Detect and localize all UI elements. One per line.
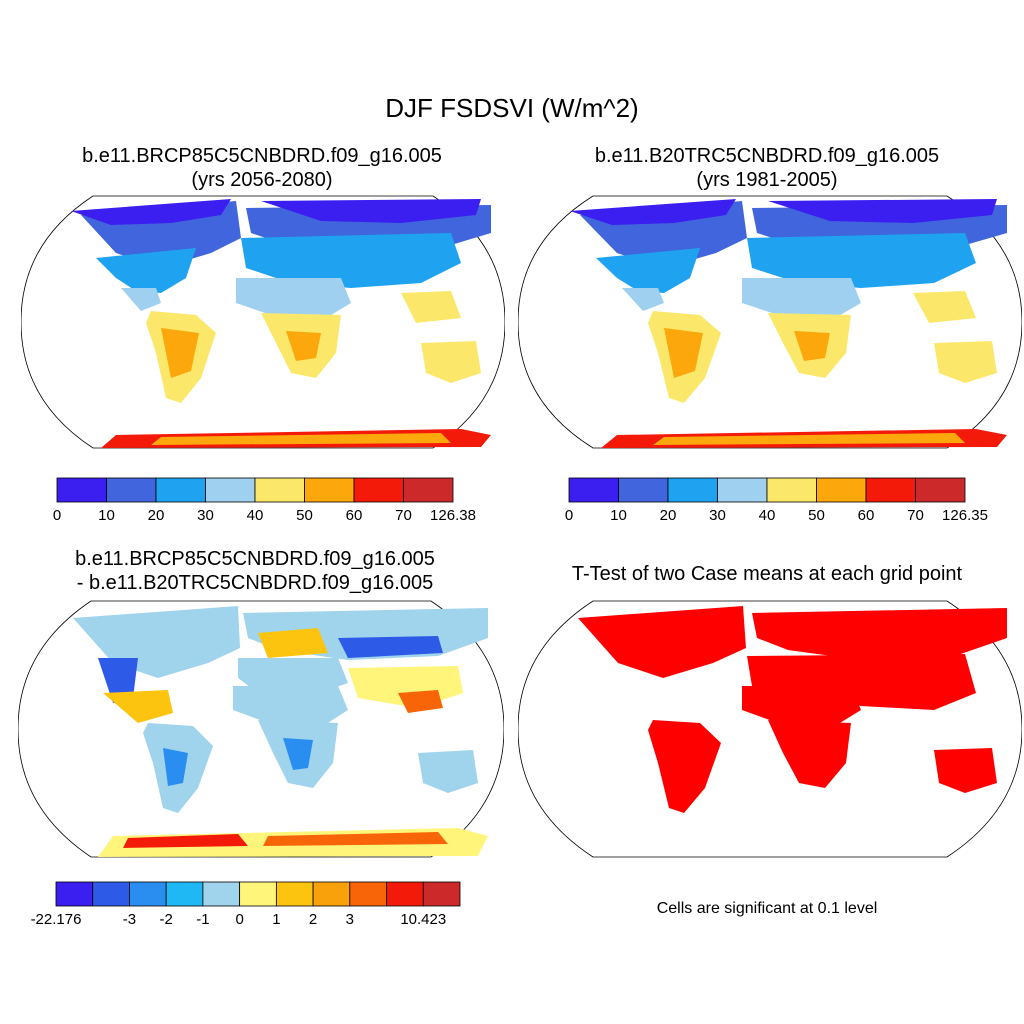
panel-3-title-line1: b.e11.BRCP85C5CNBDRD.f09_g16.005 xyxy=(75,548,435,570)
panel-1-title: b.e11.BRCP85C5CNBDRD.f09_g16.005 (yrs 20… xyxy=(27,144,497,192)
colorbar-swatch xyxy=(165,881,204,907)
colorbar-2: 0 10 20 30 40 50 60 70 126.35 xyxy=(565,477,988,524)
colorbar-swatch xyxy=(312,881,351,907)
colorbar-tick-label: 40 xyxy=(247,507,264,524)
colorbar-swatch xyxy=(92,881,130,907)
colorbar-tick-label: 126.35 xyxy=(942,507,988,524)
panel-2-title: b.e11.B20TRC5CNBDRD.f09_g16.005 (yrs 198… xyxy=(532,144,1002,192)
colorbar-swatch xyxy=(816,477,867,503)
colorbar-3: -22.176 -3 -2 -1 0 1 2 3 10.423 xyxy=(31,881,461,928)
colorbar-tick-label: 126.38 xyxy=(430,507,476,524)
colorbar-swatch xyxy=(239,881,277,907)
colorbar-swatch xyxy=(55,881,94,907)
colorbar-tick-label: 0 xyxy=(53,507,61,524)
colorbar-swatch xyxy=(618,477,669,503)
panel-3-title-line2: - b.e11.B20TRC5CNBDRD.f09_g16.005 xyxy=(76,572,434,594)
colorbar-swatch xyxy=(353,477,404,503)
panel-4-title-line1: T-Test of two Case means at each grid po… xyxy=(571,563,963,585)
panel-1-title-line2: (yrs 2056-2080) xyxy=(191,169,333,191)
colorbar-swatch xyxy=(717,477,768,503)
colorbar-tick-label: 1 xyxy=(272,911,280,928)
colorbar-tick-label: 50 xyxy=(296,507,313,524)
colorbar-tick-label: 10 xyxy=(98,507,115,524)
colorbar-swatch xyxy=(56,477,107,503)
colorbar-tick-label: 60 xyxy=(858,507,875,524)
colorbar-tick-label: 70 xyxy=(907,507,924,524)
colorbar-swatch xyxy=(275,881,314,907)
colorbar-tick-label: 0 xyxy=(565,507,573,524)
colorbar-swatch xyxy=(155,477,206,503)
colorbar-swatch xyxy=(349,881,387,907)
significance-note: Cells are significant at 0.1 level xyxy=(656,900,878,917)
panel-1-title-line1: b.e11.BRCP85C5CNBDRD.f09_g16.005 xyxy=(82,145,442,167)
colorbar-swatch xyxy=(766,477,817,503)
map-panel-3 xyxy=(18,600,504,858)
map-1-continents xyxy=(71,199,491,448)
colorbar-1: 0 10 20 30 40 50 60 70 126.38 xyxy=(53,477,476,524)
colorbar-swatch xyxy=(205,477,256,503)
colorbar-tick-label: 10.423 xyxy=(400,911,446,928)
colorbar-swatch xyxy=(915,477,966,503)
colorbar-tick-label: 10 xyxy=(610,507,627,524)
colorbar-tick-label: 3 xyxy=(346,911,354,928)
colorbar-swatch xyxy=(403,477,454,503)
map-panel-2 xyxy=(518,195,1022,449)
colorbar-tick-label: 20 xyxy=(660,507,677,524)
colorbar-swatch xyxy=(129,881,167,907)
colorbar-tick-label: 50 xyxy=(808,507,825,524)
panel-4-title: T-Test of two Case means at each grid po… xyxy=(532,562,1002,586)
colorbar-swatch xyxy=(106,477,157,503)
figure-title: DJF FSDSVI (W/m^2) xyxy=(385,93,639,123)
colorbar-swatch xyxy=(865,477,916,503)
colorbar-tick-label: 20 xyxy=(148,507,165,524)
colorbar-tick-label: 2 xyxy=(309,911,317,928)
colorbar-swatch xyxy=(254,477,305,503)
colorbar-swatch xyxy=(568,477,619,503)
colorbar-tick-label: 40 xyxy=(759,507,776,524)
colorbar-tick-label: 30 xyxy=(197,507,214,524)
map-panel-4 xyxy=(518,600,1022,858)
colorbar-swatch xyxy=(304,477,355,503)
colorbar-tick-label: 60 xyxy=(346,507,363,524)
map-3-continents xyxy=(73,606,488,857)
colorbar-tick-label: 0 xyxy=(235,911,243,928)
colorbar-swatch xyxy=(202,881,241,907)
colorbar-tick-label: 70 xyxy=(395,507,412,524)
colorbar-tick-label: 30 xyxy=(709,507,726,524)
colorbar-tick-label: -22.176 xyxy=(31,911,82,928)
colorbar-tick-label: -2 xyxy=(160,911,173,928)
colorbar-tick-label: -3 xyxy=(123,911,136,928)
map-2-continents xyxy=(570,199,1007,448)
colorbar-swatch xyxy=(386,881,424,907)
panel-2-title-line1: b.e11.B20TRC5CNBDRD.f09_g16.005 xyxy=(594,145,940,167)
map-panel-1 xyxy=(21,195,505,449)
map-4-significant-cells xyxy=(578,606,1007,813)
panel-3-title: b.e11.BRCP85C5CNBDRD.f09_g16.005 - b.e11… xyxy=(20,547,490,595)
colorbar-swatch xyxy=(422,881,461,907)
panel-2-title-line2: (yrs 1981-2005) xyxy=(696,169,838,191)
colorbar-swatch xyxy=(667,477,718,503)
colorbar-tick-label: -1 xyxy=(196,911,209,928)
